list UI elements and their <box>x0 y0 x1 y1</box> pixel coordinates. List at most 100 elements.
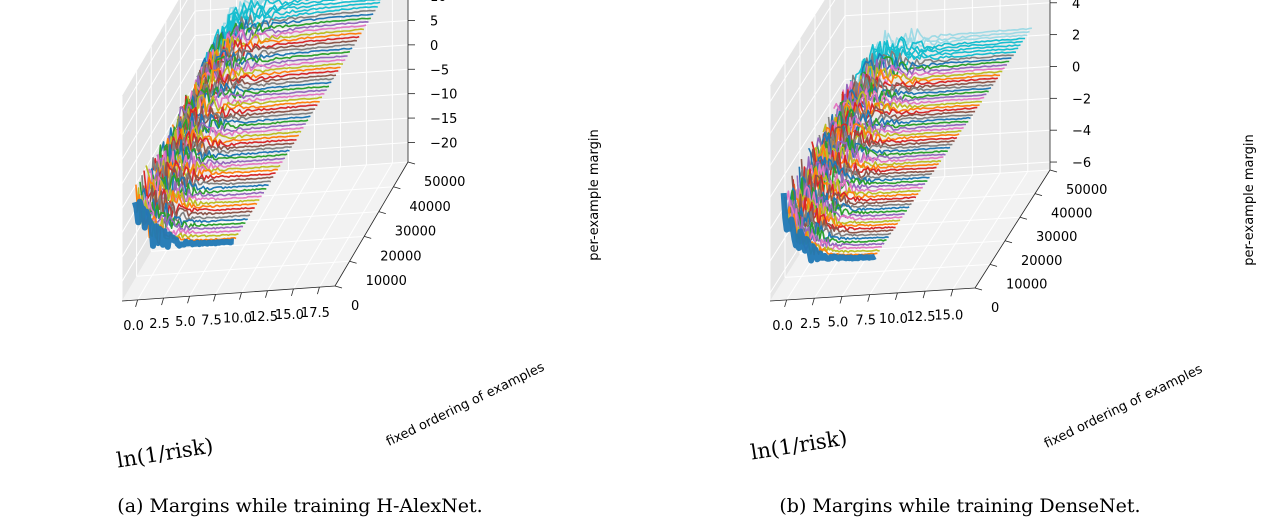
x-tick-label: 17.5 <box>301 306 330 321</box>
y-axis-line <box>334 161 409 287</box>
margin-trajectory <box>841 66 1003 117</box>
y-tick-mark <box>1019 216 1028 220</box>
x-tick-mark <box>161 297 164 306</box>
x-ticks: 0.0 2.5 5.0 7.5 10.012.515.017.5 <box>123 286 330 334</box>
caption: (a) Margins while training H-AlexNet. <box>117 495 482 517</box>
y-tick-label: 20000 <box>380 249 421 264</box>
margin-trajectory <box>780 192 877 264</box>
axis-lines <box>121 0 409 302</box>
z-tick-label: 2 <box>1072 29 1080 44</box>
x-tick-mark <box>135 299 138 308</box>
series-group <box>780 27 1033 264</box>
z-tick-label: −2 <box>1072 92 1091 107</box>
y-axis-label: fixed ordering of examples <box>1042 362 1205 452</box>
z-axis-label: per-example margin <box>1242 134 1257 265</box>
z-ticks: 151050−5−10−15−20 <box>408 0 457 152</box>
margin-trajectory <box>143 170 255 218</box>
margin-trajectory <box>809 156 933 187</box>
margin-trajectory <box>157 143 288 182</box>
x-tick-label: 2.5 <box>800 317 821 332</box>
y-tick-mark <box>393 186 401 190</box>
x-tick-mark <box>895 292 898 301</box>
x-tick-label: 10.0 <box>223 312 252 327</box>
margin-trajectory <box>794 189 901 226</box>
x-tick-mark <box>187 296 190 304</box>
grid-line <box>194 93 409 110</box>
x-tick-mark <box>839 296 843 304</box>
axis-lines <box>769 0 1051 302</box>
grid-line <box>151 235 365 252</box>
y-tick-label: 40000 <box>409 200 450 215</box>
floor-pane <box>770 170 1050 301</box>
x-tick-label: 5.0 <box>828 315 849 330</box>
margin-trajectory <box>142 185 253 222</box>
y-tick-mark <box>378 211 386 214</box>
x-tick-label: 7.5 <box>201 313 222 328</box>
margin-trajectory <box>791 175 894 234</box>
y-tick-mark <box>1049 169 1058 173</box>
y-tick-label: 0 <box>991 301 999 316</box>
y-axis-line <box>974 169 1051 289</box>
x-tick-mark <box>213 294 216 302</box>
x-axis-label: ln(1/risk) <box>115 434 215 473</box>
margin-trajectory <box>151 161 274 194</box>
y-tick-label: 40000 <box>1051 207 1092 222</box>
margin-trajectory <box>132 198 236 250</box>
margin-trajectory <box>800 159 914 209</box>
grid-line <box>194 142 409 158</box>
grid-line <box>799 240 1006 255</box>
x-tick-label: 10.0 <box>879 312 908 327</box>
margin-trajectory <box>829 102 978 149</box>
chart-panel-b: 0.0 2.5 5.0 7.5 10.012.515.0 0 10000 20000 3000… <box>749 0 1257 517</box>
y-tick-label: 50000 <box>424 175 465 190</box>
margin-trajectory <box>850 37 1023 112</box>
x-tick-label: 7.5 <box>855 314 876 329</box>
margin-trajectory <box>799 168 912 211</box>
margin-trajectory <box>834 86 987 137</box>
z-tick-label: 5 <box>430 15 438 30</box>
y-tick-label: 50000 <box>1066 183 1107 198</box>
grid-line <box>121 0 188 111</box>
y-tick-label: 0 <box>351 299 359 314</box>
grid-line <box>896 174 973 294</box>
z-tick-label: −20 <box>430 137 457 152</box>
y-tick-label: 10000 <box>366 274 407 289</box>
y-tick-mark <box>1004 240 1013 244</box>
chart-panel-a: 0.0 2.5 5.0 7.5 10.012.515.017.5 0 10000 20000… <box>115 0 602 517</box>
y-tick-label: 20000 <box>1021 254 1062 269</box>
x-tick-label: 15.0 <box>275 308 304 323</box>
z-axis-label: per-example margin <box>587 129 602 260</box>
grid-line <box>121 59 196 185</box>
x-tick-mark <box>867 294 871 302</box>
y-ticks: 0 10000 20000 30000 40000 50000 <box>974 169 1107 316</box>
y-axis-label: fixed ordering of examples <box>384 360 547 450</box>
margin-trajectory <box>158 139 290 175</box>
grid-line <box>136 260 350 277</box>
margin-trajectory <box>803 166 921 198</box>
margin-trajectory <box>170 104 318 148</box>
grid-line <box>121 35 196 160</box>
z-tick-label: 10 <box>430 0 447 5</box>
margin-trajectory <box>141 175 251 225</box>
margin-trajectory <box>201 0 310 87</box>
margin-trajectory <box>164 126 304 166</box>
margin-trajectory <box>150 157 272 195</box>
margin-trajectory <box>167 112 311 150</box>
y-tick-label: 30000 <box>395 225 436 240</box>
y-tick-mark <box>1034 193 1043 196</box>
margin-trajectory <box>177 77 335 143</box>
margin-trajectory <box>839 73 998 137</box>
grid-line <box>267 166 341 292</box>
grid-line <box>292 164 367 290</box>
margin-trajectory <box>795 185 903 224</box>
margin-trajectory <box>192 24 367 109</box>
margin-trajectory <box>156 150 286 179</box>
grid-line <box>769 47 846 166</box>
grid-line <box>844 169 1051 184</box>
margin-trajectory <box>854 27 1033 101</box>
y-ticks: 0 10000 20000 30000 40000 50000 <box>334 161 465 314</box>
margin-trajectory <box>792 179 896 231</box>
margin-trajectory <box>136 187 239 241</box>
x-axis-line <box>769 287 976 302</box>
x-tick-label: 12.5 <box>249 310 278 325</box>
